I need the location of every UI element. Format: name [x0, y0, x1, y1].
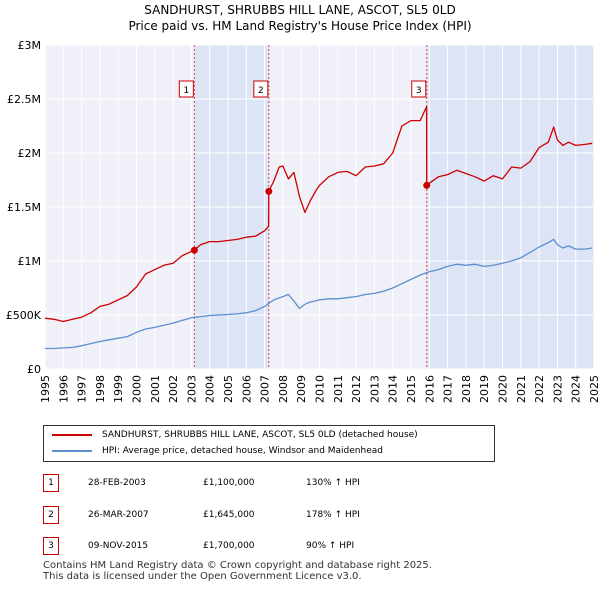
sale-point-1 [190, 246, 198, 254]
footer-licence: This data is licensed under the Open Gov… [43, 571, 362, 582]
legend-swatch-hpi [52, 449, 92, 452]
x-tick-label: 2009 [295, 375, 308, 403]
legend: SANDHURST, SHRUBBS HILL LANE, ASCOT, SL5… [43, 425, 495, 462]
sale-price: £1,700,000 [203, 541, 255, 551]
x-tick-label: 2012 [350, 375, 363, 403]
x-tick-label: 2015 [405, 375, 418, 403]
legend-label-hpi: HPI: Average price, detached house, Wind… [102, 446, 383, 456]
x-tick-label: 2000 [131, 375, 144, 403]
legend-label-property: SANDHURST, SHRUBBS HILL LANE, ASCOT, SL5… [102, 430, 418, 440]
x-tick-label: 2007 [259, 375, 272, 403]
x-tick-label: 2002 [167, 375, 180, 403]
sale-label-box-3 [411, 80, 427, 98]
x-tick-label: 1996 [57, 375, 70, 403]
x-tick-label: 2023 [551, 375, 564, 403]
footer-copyright: Contains HM Land Registry data © Crown c… [43, 560, 432, 571]
x-tick-label: 2020 [497, 375, 510, 403]
x-tick-label: 2018 [460, 375, 473, 403]
sale-price: £1,645,000 [203, 510, 255, 520]
x-tick-label: 2011 [332, 375, 345, 403]
legend-entry-property: SANDHURST, SHRUBBS HILL LANE, ASCOT, SL5… [52, 427, 418, 443]
x-tick-label: 2022 [533, 375, 546, 403]
sale-row-1: 1 28-FEB-2003 £1,100,000 130% ↑ HPI [43, 474, 443, 492]
sale-hpi: 178% ↑ HPI [306, 510, 360, 520]
sale-label-box-2 [253, 80, 269, 98]
sale-point-3 [423, 181, 431, 189]
x-tick-label: 2001 [149, 375, 162, 403]
x-tick-label: 2019 [478, 375, 491, 403]
sale-row-2: 2 26-MAR-2007 £1,645,000 178% ↑ HPI [43, 506, 443, 524]
sale-row-3: 3 09-NOV-2015 £1,700,000 90% ↑ HPI [43, 537, 443, 555]
x-tick-label: 2003 [185, 375, 198, 403]
x-tick-label: 2013 [368, 375, 381, 403]
sale-hpi: 90% ↑ HPI [306, 541, 355, 551]
sale-label-3: 3 [416, 86, 422, 96]
x-tick-label: 2014 [387, 375, 400, 403]
x-tick-label: 2008 [277, 375, 290, 403]
y-tick-label: £2M [18, 147, 42, 160]
x-tick-label: 2005 [222, 375, 235, 403]
y-tick-label: £1.5M [7, 201, 41, 214]
y-tick-label: £3M [18, 39, 42, 52]
x-tick-label: 2016 [423, 375, 436, 403]
sale-label-1: 1 [183, 86, 189, 96]
legend-swatch-property [52, 433, 92, 436]
sale-price: £1,100,000 [203, 478, 255, 488]
x-tick-label: 2024 [570, 375, 583, 403]
price-chart: 1 2 3 £0 £500K £1M £1.5M £2M £2.5M £3M 1995 1996 199… [6, 39, 600, 403]
x-tick-label: 2017 [442, 375, 455, 403]
x-tick-label: 2025 [588, 375, 600, 403]
x-tick-label: 1998 [94, 375, 107, 403]
sale-point-2 [265, 187, 273, 195]
sale-badge: 3 [43, 537, 59, 555]
property-price-line [44, 105, 593, 323]
legend-entry-hpi: HPI: Average price, detached house, Wind… [52, 443, 383, 459]
sale-date: 28-FEB-2003 [88, 478, 146, 488]
x-tick-label: 1999 [112, 375, 125, 403]
y-tick-label: £1M [18, 255, 42, 268]
x-tick-label: 2006 [240, 375, 253, 403]
x-tick-label: 2004 [204, 375, 217, 403]
y-tick-label: £500K [6, 309, 42, 322]
x-tick-label: 1997 [76, 375, 89, 403]
sale-label-box-1 [178, 80, 194, 98]
x-tick-label: 2010 [314, 375, 327, 403]
sale-label-2: 2 [258, 86, 264, 96]
sale-date: 26-MAR-2007 [88, 510, 149, 520]
hpi-line [45, 238, 593, 350]
sale-hpi: 130% ↑ HPI [306, 478, 360, 488]
sale-badge: 1 [43, 474, 59, 492]
footer: Contains HM Land Registry data © Crown c… [43, 560, 432, 582]
chart-subtitle: Price paid vs. HM Land Registry's House … [128, 19, 472, 33]
x-tick-label: 1995 [39, 375, 52, 403]
sale-date: 09-NOV-2015 [88, 541, 149, 551]
y-tick-label: £0 [27, 363, 41, 376]
y-tick-label: £2.5M [7, 93, 41, 106]
sale-badge: 2 [43, 506, 59, 524]
x-tick-label: 2021 [515, 375, 528, 403]
chart-title: SANDHURST, SHRUBBS HILL LANE, ASCOT, SL5… [144, 3, 456, 17]
